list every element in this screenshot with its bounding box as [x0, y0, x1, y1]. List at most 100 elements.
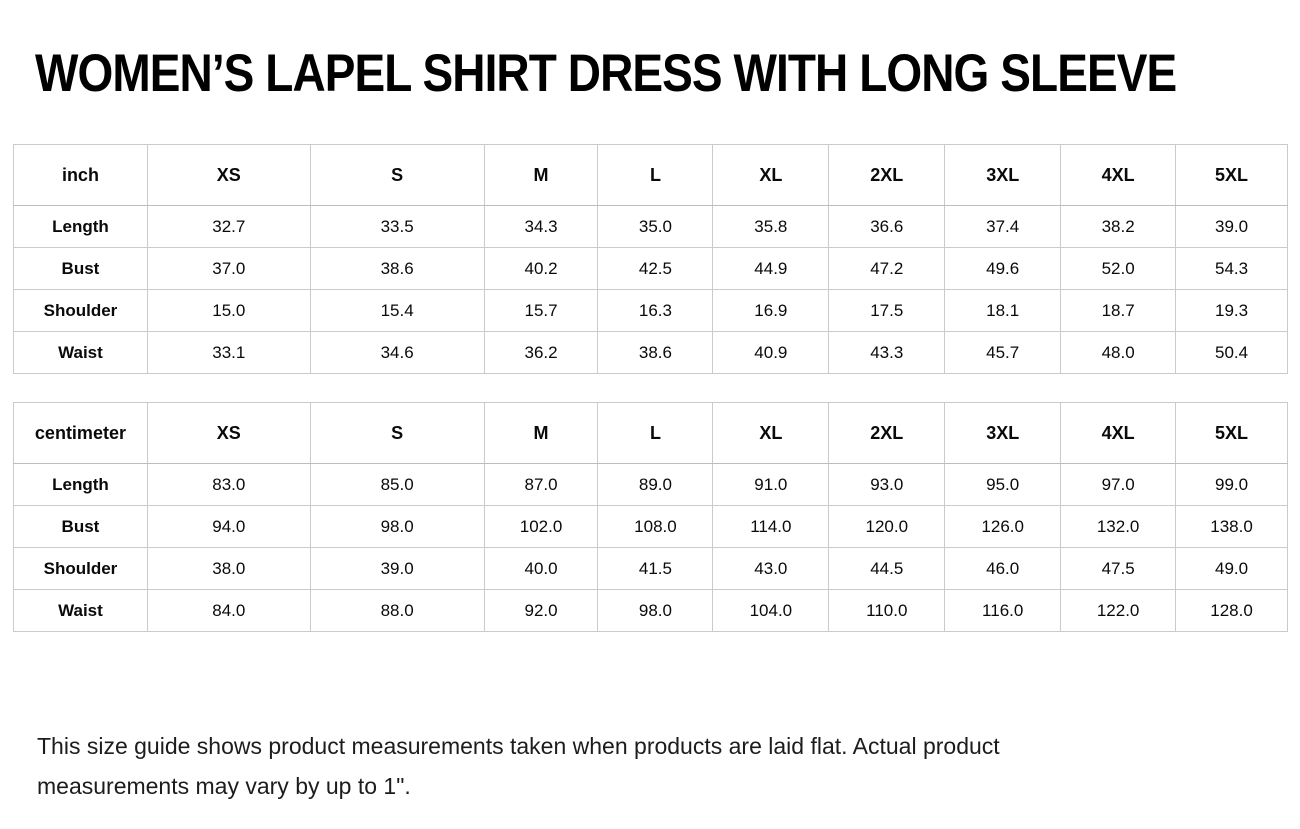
measurement-value-cell: 43.0 [712, 547, 830, 590]
measurement-value-cell: 95.0 [944, 463, 1062, 506]
measurement-value-cell: 38.6 [309, 247, 485, 290]
measurement-value-cell: 83.0 [146, 463, 311, 506]
measurement-value-cell: 98.0 [597, 589, 714, 632]
measurement-value-cell: 15.0 [146, 289, 311, 332]
measurement-value-cell: 132.0 [1060, 505, 1177, 548]
measurement-value-cell: 39.0 [1175, 205, 1288, 248]
measurement-value-cell: 32.7 [146, 205, 311, 248]
measurement-value-cell: 18.1 [944, 289, 1062, 332]
table-row: Shoulder 15.0 15.4 15.7 16.3 16.9 17.5 18.1 18.7… [13, 289, 1288, 332]
measurement-value-cell: 38.0 [146, 547, 311, 590]
size-column-header: XL [712, 402, 830, 464]
measurement-row-label: Bust [13, 505, 148, 548]
size-tables-container: inch XS S M L XL 2XL 3XL 4XL 5XL Length 32.7 33.5 34… [13, 144, 1288, 632]
measurement-value-cell: 98.0 [309, 505, 485, 548]
header-row: centimeter XS S M L XL 2XL 3XL 4XL 5XL [13, 402, 1288, 464]
measurement-value-cell: 35.0 [597, 205, 714, 248]
size-column-header: S [309, 144, 485, 206]
size-column-header: L [597, 402, 714, 464]
measurement-value-cell: 37.4 [944, 205, 1062, 248]
measurement-value-cell: 19.3 [1175, 289, 1288, 332]
header-row: inch XS S M L XL 2XL 3XL 4XL 5XL [13, 144, 1288, 206]
measurement-value-cell: 48.0 [1060, 331, 1177, 374]
measurement-value-cell: 47.2 [828, 247, 946, 290]
size-table-inch: inch XS S M L XL 2XL 3XL 4XL 5XL Length 32.7 33.5 34… [13, 144, 1288, 374]
measurement-value-cell: 18.7 [1060, 289, 1177, 332]
measurement-value-cell: 91.0 [712, 463, 830, 506]
size-table-centimeter: centimeter XS S M L XL 2XL 3XL 4XL 5XL Length 83.0… [13, 402, 1288, 632]
measurement-value-cell: 42.5 [597, 247, 714, 290]
size-column-header: XL [712, 144, 830, 206]
measurement-value-cell: 36.6 [828, 205, 946, 248]
size-column-header: 2XL [828, 144, 946, 206]
measurement-value-cell: 33.5 [309, 205, 485, 248]
page-title: WOMEN’S LAPEL SHIRT DRESS WITH LONG SLEE… [35, 43, 1177, 103]
size-column-header: 5XL [1175, 144, 1288, 206]
measurement-value-cell: 47.5 [1060, 547, 1177, 590]
measurement-value-cell: 104.0 [712, 589, 830, 632]
size-column-header: 2XL [828, 402, 946, 464]
measurement-value-cell: 38.2 [1060, 205, 1177, 248]
measurement-value-cell: 44.5 [828, 547, 946, 590]
size-column-header: 3XL [944, 402, 1062, 464]
unit-label: inch [13, 144, 148, 206]
measurement-value-cell: 99.0 [1175, 463, 1288, 506]
unit-label: centimeter [13, 402, 148, 464]
table-row: Shoulder 38.0 39.0 40.0 41.5 43.0 44.5 46.0 47.5… [13, 547, 1288, 590]
size-column-header: M [483, 402, 599, 464]
measurement-value-cell: 37.0 [146, 247, 311, 290]
size-column-header: 3XL [944, 144, 1062, 206]
measurement-value-cell: 52.0 [1060, 247, 1177, 290]
measurement-value-cell: 49.0 [1175, 547, 1288, 590]
measurement-value-cell: 33.1 [146, 331, 311, 374]
measurement-value-cell: 116.0 [944, 589, 1062, 632]
measurement-row-label: Length [13, 463, 148, 506]
measurement-value-cell: 128.0 [1175, 589, 1288, 632]
measurement-value-cell: 34.6 [309, 331, 485, 374]
measurement-value-cell: 102.0 [483, 505, 599, 548]
measurement-value-cell: 85.0 [309, 463, 485, 506]
measurement-value-cell: 39.0 [309, 547, 485, 590]
measurement-value-cell: 34.3 [483, 205, 599, 248]
measurement-value-cell: 87.0 [483, 463, 599, 506]
measurement-row-label: Waist [13, 331, 148, 374]
size-column-header: 5XL [1175, 402, 1288, 464]
measurement-value-cell: 120.0 [828, 505, 946, 548]
size-column-header: XS [146, 144, 311, 206]
measurement-value-cell: 35.8 [712, 205, 830, 248]
measurement-value-cell: 40.9 [712, 331, 830, 374]
measurement-value-cell: 108.0 [597, 505, 714, 548]
measurement-value-cell: 97.0 [1060, 463, 1177, 506]
measurement-value-cell: 36.2 [483, 331, 599, 374]
measurement-value-cell: 94.0 [146, 505, 311, 548]
size-column-header: XS [146, 402, 311, 464]
measurement-value-cell: 15.4 [309, 289, 485, 332]
size-column-header: 4XL [1060, 402, 1177, 464]
table-row: Length 32.7 33.5 34.3 35.0 35.8 36.6 37.4 38.2 39… [13, 205, 1288, 248]
measurement-row-label: Bust [13, 247, 148, 290]
measurement-value-cell: 93.0 [828, 463, 946, 506]
measurement-value-cell: 89.0 [597, 463, 714, 506]
size-column-header: 4XL [1060, 144, 1177, 206]
measurement-row-label: Waist [13, 589, 148, 632]
measurement-value-cell: 40.0 [483, 547, 599, 590]
measurement-value-cell: 126.0 [944, 505, 1062, 548]
measurement-value-cell: 44.9 [712, 247, 830, 290]
measurement-value-cell: 40.2 [483, 247, 599, 290]
measurement-value-cell: 88.0 [309, 589, 485, 632]
measurement-value-cell: 110.0 [828, 589, 946, 632]
measurement-value-cell: 114.0 [712, 505, 830, 548]
size-column-header: S [309, 402, 485, 464]
measurement-value-cell: 16.3 [597, 289, 714, 332]
measurement-value-cell: 17.5 [828, 289, 946, 332]
table-row: Bust 37.0 38.6 40.2 42.5 44.9 47.2 49.6 52.0 54.3 [13, 247, 1288, 290]
measurement-value-cell: 84.0 [146, 589, 311, 632]
table-row: Waist 33.1 34.6 36.2 38.6 40.9 43.3 45.7 48.0 50.… [13, 331, 1288, 374]
table-row: Waist 84.0 88.0 92.0 98.0 104.0 110.0 116.0 122.… [13, 589, 1288, 632]
measurement-row-label: Length [13, 205, 148, 248]
size-column-header: L [597, 144, 714, 206]
measurement-value-cell: 54.3 [1175, 247, 1288, 290]
measurement-value-cell: 38.6 [597, 331, 714, 374]
footer-note: This size guide shows product measuremen… [37, 733, 1000, 799]
measurement-value-cell: 92.0 [483, 589, 599, 632]
